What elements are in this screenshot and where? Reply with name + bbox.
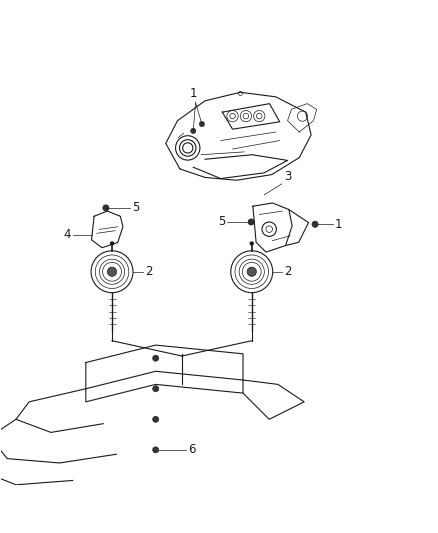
Text: 3: 3 — [284, 169, 291, 183]
Text: 2: 2 — [285, 265, 292, 278]
Circle shape — [107, 267, 117, 276]
Circle shape — [199, 122, 205, 127]
Text: 1: 1 — [335, 218, 342, 231]
Circle shape — [110, 241, 114, 246]
Text: 5: 5 — [132, 201, 139, 214]
Circle shape — [250, 241, 254, 246]
Circle shape — [312, 221, 318, 227]
Circle shape — [152, 355, 159, 361]
Text: 2: 2 — [145, 265, 152, 278]
Circle shape — [103, 205, 109, 211]
Circle shape — [152, 416, 159, 422]
Circle shape — [248, 219, 254, 225]
Circle shape — [152, 386, 159, 392]
Text: 1: 1 — [190, 87, 197, 100]
Text: 5: 5 — [218, 215, 225, 229]
Circle shape — [247, 267, 256, 276]
Circle shape — [152, 447, 159, 453]
Text: 4: 4 — [63, 228, 71, 241]
Text: 6: 6 — [188, 443, 196, 456]
Circle shape — [191, 128, 196, 133]
